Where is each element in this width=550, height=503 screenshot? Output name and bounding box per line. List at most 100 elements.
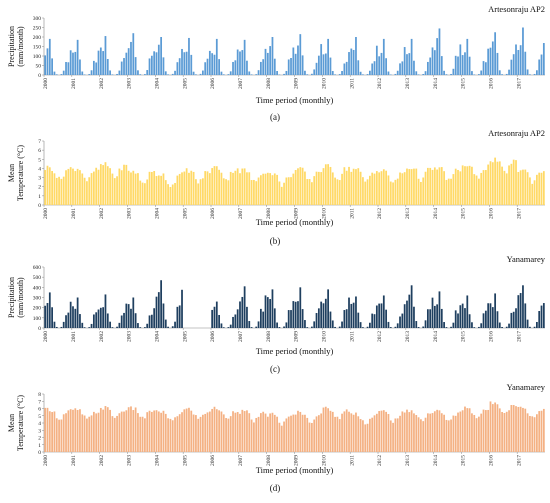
bar xyxy=(468,314,471,328)
bar xyxy=(352,414,355,452)
chart-panel-b: 0 1 2 3 4 5 6 7 2000 2001 2002 2003 2004 2005 2006 2007… xyxy=(7,128,545,246)
x-tick-label: 2016 xyxy=(489,208,495,219)
bar xyxy=(287,310,290,328)
bar xyxy=(215,301,218,328)
bar xyxy=(79,409,81,452)
bar xyxy=(208,411,211,452)
bar xyxy=(174,417,176,452)
bar xyxy=(494,293,497,328)
bar xyxy=(529,326,531,328)
bar xyxy=(76,297,79,328)
bar xyxy=(440,167,443,205)
bar xyxy=(137,70,139,75)
station-name: Artesonraju AP2 xyxy=(488,4,545,14)
bar xyxy=(74,308,77,328)
bar xyxy=(403,47,406,75)
x-tick-label: 2002 xyxy=(99,78,105,89)
x-tick-label: 2007 xyxy=(238,78,244,89)
bar xyxy=(445,179,448,205)
bar xyxy=(55,326,58,328)
bar xyxy=(324,298,327,328)
bar xyxy=(290,310,292,328)
x-tick-label: 2001 xyxy=(71,78,77,89)
x-tick-label: 2001 xyxy=(71,208,77,219)
bar xyxy=(162,57,165,75)
bar xyxy=(208,50,211,75)
y-axis-title-line: Mean xyxy=(7,414,16,432)
bar xyxy=(148,171,151,205)
bar xyxy=(433,305,436,328)
bar xyxy=(517,49,520,75)
bar xyxy=(503,170,506,205)
bar xyxy=(324,164,327,205)
bar xyxy=(317,55,320,75)
bar xyxy=(338,326,341,328)
bar xyxy=(86,418,88,452)
bar xyxy=(164,180,167,205)
bar xyxy=(60,326,63,328)
bar xyxy=(241,168,244,205)
bar xyxy=(174,182,176,205)
bar xyxy=(315,171,318,205)
bar xyxy=(359,322,362,328)
x-tick-label: 2000 xyxy=(43,331,49,342)
bar xyxy=(243,39,246,75)
bar xyxy=(153,308,156,328)
bar xyxy=(123,411,125,452)
bar xyxy=(111,416,114,452)
bar xyxy=(160,175,163,205)
y-axis-title: MeanTemperature (°C) xyxy=(7,395,25,452)
bar xyxy=(357,416,360,452)
bar xyxy=(482,61,485,75)
bar xyxy=(83,74,86,75)
bar xyxy=(197,418,200,452)
bar xyxy=(132,33,135,75)
bar xyxy=(484,170,487,205)
bar xyxy=(536,70,538,75)
bar xyxy=(132,410,135,452)
y-tick-label: 6 xyxy=(38,407,41,413)
bar xyxy=(155,410,158,452)
bar xyxy=(484,410,487,452)
bar xyxy=(76,168,79,205)
bar xyxy=(250,327,253,328)
bar xyxy=(348,297,350,328)
bar xyxy=(369,418,371,452)
y-tick-label: 1 xyxy=(38,443,41,449)
bar xyxy=(406,168,408,205)
y-tick-label: 7 xyxy=(38,399,41,405)
y-tick-label: 100 xyxy=(33,316,42,322)
bar xyxy=(445,419,448,452)
bar xyxy=(350,48,353,75)
bar xyxy=(134,313,137,328)
bar xyxy=(81,71,84,75)
bar xyxy=(192,414,195,452)
bar xyxy=(410,410,413,452)
x-tick-label: 2009 xyxy=(294,455,300,466)
bar xyxy=(327,164,330,205)
bar xyxy=(350,413,353,452)
bar xyxy=(169,418,172,452)
y-tick-label: 250 xyxy=(33,26,42,32)
bar xyxy=(157,411,160,452)
bar xyxy=(197,183,200,205)
bar xyxy=(109,70,111,75)
bar xyxy=(206,58,209,75)
bar xyxy=(475,418,478,452)
bar xyxy=(480,413,483,452)
bar xyxy=(387,321,390,328)
bar xyxy=(178,305,181,328)
bar xyxy=(524,303,527,328)
bar xyxy=(195,415,197,452)
bar xyxy=(399,63,401,75)
bar xyxy=(461,55,464,75)
bar xyxy=(229,171,232,205)
bar xyxy=(292,173,295,205)
bar xyxy=(299,411,302,452)
bar xyxy=(396,323,399,328)
bar xyxy=(111,327,114,328)
x-tick-label: 2014 xyxy=(433,331,439,342)
bar xyxy=(109,321,111,328)
bar xyxy=(454,310,457,328)
bar xyxy=(257,70,260,75)
